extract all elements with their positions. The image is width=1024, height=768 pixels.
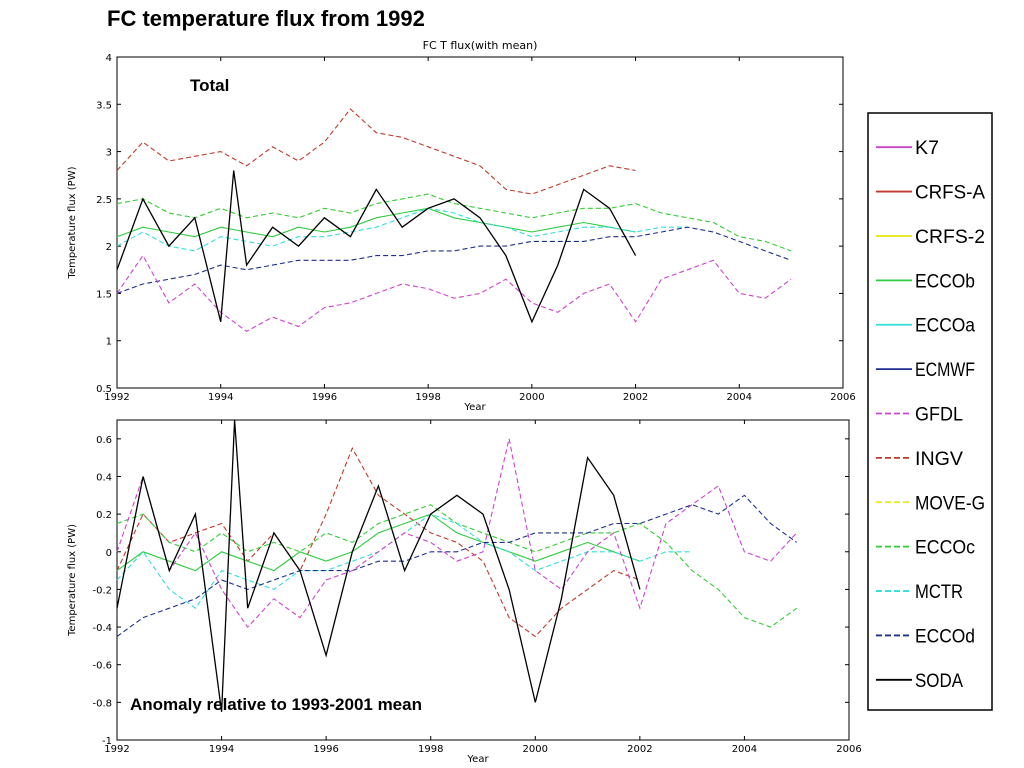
x-tick-label: 2002 (627, 744, 652, 755)
legend-label: GFDL (915, 405, 963, 426)
x-tick-label: 1996 (312, 392, 337, 403)
x-tick-label: 2004 (727, 392, 752, 403)
x-tick-label: 2000 (519, 392, 544, 403)
x-tick-label: 1996 (313, 744, 338, 755)
y-tick-label: -0.4 (92, 623, 112, 634)
legend-label: K7 (915, 138, 939, 159)
x-axis-label-1: Year (466, 754, 489, 765)
series-line-eccod (116, 494, 798, 637)
series-line-ingv (116, 108, 636, 195)
legend-label: INGV (915, 449, 963, 470)
y-tick-label: 1.5 (96, 289, 112, 300)
series-line-eccoc (116, 193, 792, 252)
legend-label: MCTR (915, 582, 963, 603)
y-tick-label: 2.5 (96, 195, 112, 206)
y-tick-label: 3 (106, 148, 112, 159)
x-tick-label: 1998 (418, 744, 443, 755)
series-group-0 (116, 108, 792, 332)
plot-area-1 (116, 419, 850, 741)
x-tick-label: 1994 (209, 744, 234, 755)
y-axis-label-0: Temperature flux (PW) (67, 166, 78, 279)
y-tick-label: 4 (106, 53, 112, 64)
y-tick-label: 0.4 (96, 472, 112, 483)
series-line-gfdl (116, 254, 792, 332)
legend-label: CRFS-A (915, 183, 985, 204)
series-line-eccoc (116, 504, 798, 628)
series-line-eccod (116, 226, 792, 294)
y-tick-label: -1 (102, 736, 112, 747)
legend-label: MOVE-G (915, 493, 985, 514)
x-tick-label: 2006 (836, 744, 861, 755)
y-tick-label: -0.2 (92, 585, 112, 596)
y-tick-label: 0.6 (96, 435, 112, 446)
y-tick-label: 2 (106, 242, 112, 253)
series-line-ingv (116, 446, 641, 638)
series-group-1 (116, 419, 798, 712)
x-tick-label: 1998 (415, 392, 440, 403)
x-tick-label: 2006 (830, 392, 855, 403)
y-tick-label: -0.6 (92, 661, 112, 672)
x-axis-label-0: Year (463, 402, 486, 413)
y-axis-label-1: Temperature flux (PW) (67, 524, 78, 637)
y-tick-label: 0.5 (96, 384, 112, 395)
legend-label: ECCOb (915, 271, 975, 292)
legend-label: ECCOd (915, 626, 975, 647)
series-line-eccob (116, 207, 636, 238)
y-tick-label: 0.2 (96, 510, 112, 521)
x-tick-label: 1992 (104, 392, 129, 403)
y-tick-label: -0.8 (92, 698, 112, 709)
x-tick-label: 1992 (104, 744, 129, 755)
x-tick-label: 2004 (732, 744, 757, 755)
x-tick-label: 2002 (623, 392, 648, 403)
annotation-1: Anomaly relative to 1993-2001 mean (130, 695, 422, 714)
slide-title: FC temperature flux from 1992 (107, 6, 425, 31)
legend-label: CRFS-2 (915, 227, 985, 248)
x-tick-label: 2000 (523, 744, 548, 755)
annotation-0: Total (190, 76, 229, 95)
y-tick-label: 3.5 (96, 100, 112, 111)
series-line-gfdl (116, 438, 798, 628)
series-line-soda (116, 170, 637, 324)
series-line-mctr (116, 207, 688, 252)
y-tick-label: 1 (106, 337, 112, 348)
legend-label: ECMWF (915, 360, 975, 381)
legend-label: SODA (915, 671, 963, 692)
chart-title-0: FC T flux(with mean) (423, 39, 538, 52)
x-tick-label: 1994 (208, 392, 233, 403)
legend-label: ECCOc (915, 538, 975, 559)
y-tick-label: 0 (106, 548, 112, 559)
legend-box (867, 112, 993, 711)
legend-label: ECCOa (915, 316, 975, 337)
series-line-eccob (116, 513, 641, 572)
series-line-soda (116, 419, 641, 712)
